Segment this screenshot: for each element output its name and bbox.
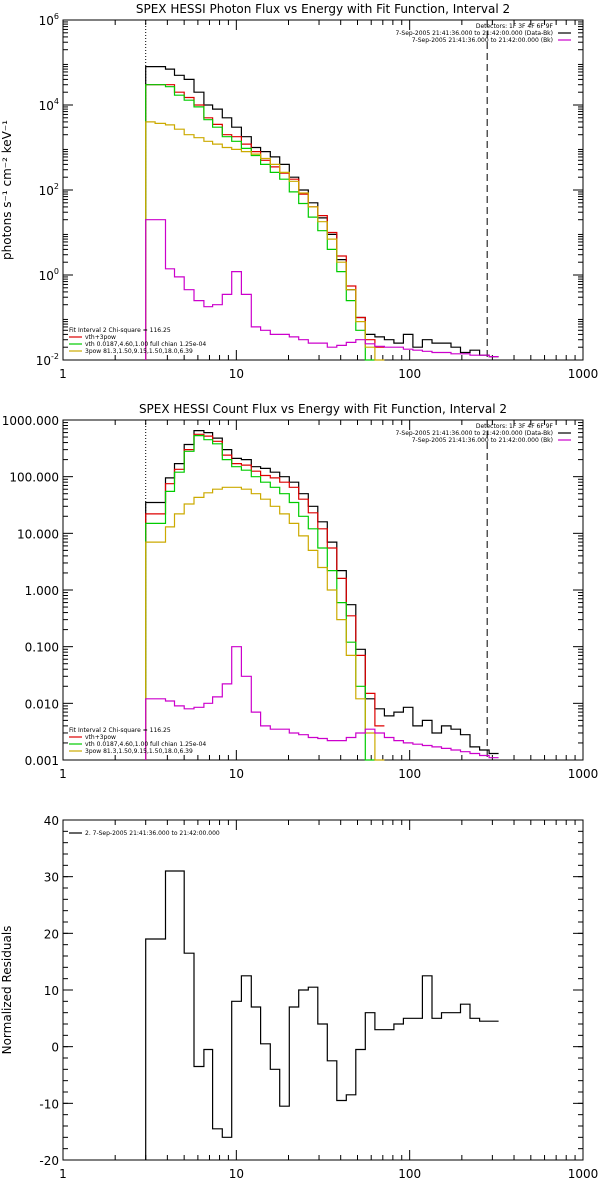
y-tick-label: 1000.000 [2,414,59,428]
legend-right-label: 7-Sep-2005 21:41:36.000 to 21:42:00.000 … [412,437,553,444]
chart-title: SPEX HESSI Count Flux vs Energy with Fit… [139,402,507,416]
x-tick-label: 10 [229,767,244,781]
series-line-4 [145,486,385,761]
legend-left-label: vth+3pow [85,334,116,341]
plot-frame [62,819,584,1161]
x-tick-label: 10 [229,1167,244,1181]
legend-left-label: 2. 7-Sep-2005 21:41:36.000 to 21:42:00.0… [85,830,220,837]
series-line-1 [145,66,499,360]
series-line-4 [145,121,385,361]
y-tick-label: -10 [39,1097,59,1111]
legend-left-label: vth 0.0187,4.60,1.00 full chian 1.25e-04 [85,341,206,348]
y-tick-label: -20 [39,1154,59,1168]
series-line-1 [145,870,499,1160]
y-tick-label: 30 [44,871,59,885]
y-tick-label: 10-2 [36,352,59,368]
series-line-5 [145,219,499,360]
panel-2: SPEX HESSI Count Flux vs Energy with Fit… [2,402,599,781]
y-tick-label: 100.000 [9,471,59,485]
y-tick-exponent: -2 [51,352,59,361]
legend-left-label: 3pow 81.3,1.50,9.15,1.50,18.0,6.39 [85,348,193,355]
legend-right-label: Detectors: 1F 3F 4F 6F 9F [476,423,554,430]
legend-left-label: 3pow 81.3,1.50,9.15,1.50,18.0,6.39 [85,748,193,755]
plot-frame [62,19,584,361]
series-line-2 [145,84,385,360]
x-tick-label: 1000 [568,367,599,381]
legend-left-label: Fit Interval 2 Chi-square = 116.25 [69,727,171,734]
chart-title: SPEX HESSI Photon Flux vs Energy with Fi… [136,2,510,16]
y-tick-label: 102 [39,182,59,198]
x-tick-label: 1 [59,767,67,781]
legend-right-label: Detectors: 1F 3F 4F 6F 9F [476,23,554,30]
legend-right-label: 7-Sep-2005 21:41:36.000 to 21:42:00.000 … [395,430,553,437]
y-tick-label: 0 [51,1041,59,1055]
x-tick-label: 10 [229,367,244,381]
y-tick-label: 104 [39,97,59,113]
y-tick-label: 10.000 [17,527,59,541]
y-tick-exponent: 4 [54,97,59,106]
series-line-1 [145,430,499,760]
y-axis-label: photons s⁻¹ cm⁻² keV⁻¹ [0,120,14,260]
x-tick-label: 100 [398,367,421,381]
y-tick-exponent: 0 [54,267,59,276]
x-tick-label: 1 [59,367,67,381]
y-tick-label: 10 [44,984,59,998]
y-tick-label: 20 [44,927,59,941]
legend-left-label: vth+3pow [85,734,116,741]
x-tick-label: 1 [59,1167,67,1181]
panel-1: SPEX HESSI Photon Flux vs Energy with Fi… [0,2,598,381]
x-tick-label: 100 [398,767,421,781]
y-tick-label: 1.000 [25,584,59,598]
legend-right-label: 7-Sep-2005 21:41:36.000 to 21:42:00.000 … [395,30,553,37]
y-tick-label: 0.100 [25,641,59,655]
y-tick-exponent: 2 [54,182,59,191]
series-line-5 [145,646,499,760]
y-tick-label: 0.010 [25,697,59,711]
y-tick-label: 0.001 [25,754,59,768]
legend-left-label: Fit Interval 2 Chi-square = 116.25 [69,327,171,334]
legend-left-label: vth 0.0187,4.60,1.00 full chian 1.25e-04 [85,741,206,748]
x-tick-label: 1000 [568,1167,599,1181]
series-line-2 [145,433,385,760]
series-line-3 [145,435,375,761]
series-line-3 [145,84,375,361]
y-tick-label: 106 [39,12,59,28]
y-tick-exponent: 6 [54,12,59,21]
panel-3: 1 10 100 1000 -20 -10 0 10 20 30 40 Normalized Resi… [0,814,598,1181]
legend-right-label: 7-Sep-2005 21:41:36.000 to 21:42:00.000 … [412,37,553,44]
y-tick-label: 100 [39,267,59,283]
x-tick-label: 100 [398,1167,421,1181]
plot-frame [62,419,584,761]
y-tick-label: 40 [44,814,59,828]
y-axis-label: Normalized Residuals [0,926,14,1055]
x-tick-label: 1000 [568,767,599,781]
